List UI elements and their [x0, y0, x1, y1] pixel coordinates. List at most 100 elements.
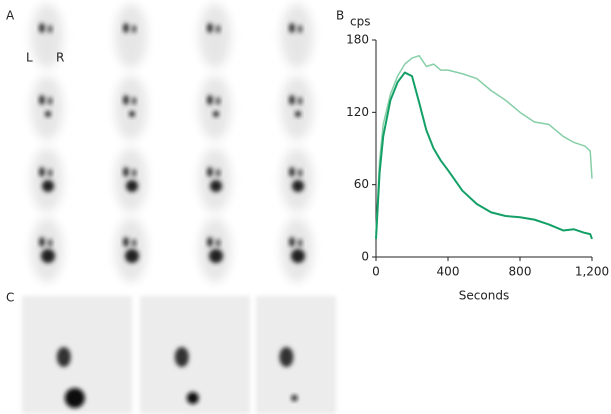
y-tick-label: 180 [346, 33, 369, 47]
kidney [47, 25, 53, 33]
scan-detail [140, 296, 250, 414]
bladder [126, 180, 138, 192]
scan-frame [281, 148, 313, 212]
body-shadow [199, 76, 231, 140]
x-tick-label: 1,200 [575, 265, 609, 279]
y-tick-label: 0 [361, 250, 369, 264]
body-shadow [281, 76, 313, 140]
bladder [209, 249, 223, 263]
scan-detail [22, 296, 132, 414]
kidney [207, 95, 213, 105]
kidney [47, 169, 53, 177]
kidney [131, 97, 137, 105]
bladder [64, 388, 85, 408]
panel-label: A [6, 9, 15, 23]
kidney [207, 23, 213, 33]
kidney [289, 23, 295, 33]
data-line [375, 54, 593, 233]
body-shadow [31, 76, 63, 140]
kidney [39, 167, 45, 177]
kidney [215, 97, 221, 105]
kidney [289, 95, 295, 105]
x-tick-label: 0 [372, 265, 380, 279]
y-axis-label: cps [350, 15, 370, 29]
bladder [295, 111, 301, 117]
kidney [131, 239, 137, 247]
scan-frame [115, 4, 147, 68]
bladder [291, 249, 305, 263]
kidney [297, 239, 303, 247]
kidney [131, 25, 137, 33]
scan-frame [199, 76, 231, 140]
side-label: L [26, 51, 33, 65]
scan-detail [256, 296, 336, 414]
body-shadow [199, 4, 231, 68]
bladder [213, 111, 219, 117]
kidney [39, 95, 45, 105]
y-tick-label: 120 [346, 105, 369, 119]
kidney [123, 95, 129, 105]
bladder [129, 111, 135, 117]
scan-images [22, 4, 336, 414]
scan-frame [199, 148, 231, 212]
kidney [123, 237, 129, 247]
body-shadow [115, 4, 147, 68]
scan-frame [31, 4, 63, 68]
panel-label: C [6, 291, 14, 305]
bladder [291, 395, 298, 401]
kidney [297, 25, 303, 33]
panel-label: B [336, 9, 344, 23]
x-tick-label: 400 [437, 265, 460, 279]
body-shadow [281, 148, 313, 212]
scan-frame [115, 76, 147, 140]
body-shadow [199, 148, 231, 212]
scan-frame [31, 76, 63, 140]
scan-frame [199, 218, 231, 282]
scan-frame [115, 148, 147, 212]
side-label: R [56, 51, 64, 65]
scan-frame [281, 4, 313, 68]
kidney [207, 237, 213, 247]
body-shadow [281, 4, 313, 68]
kidney [47, 239, 53, 247]
body-shadow [31, 4, 63, 68]
x-axis-label: Seconds [459, 289, 509, 303]
kidney [215, 25, 221, 33]
kidney [47, 97, 53, 105]
body-shadow [31, 148, 63, 212]
kidney [297, 97, 303, 105]
kidney [131, 169, 137, 177]
kidney [39, 23, 45, 33]
scan-frame [115, 218, 147, 282]
x-tick-label: 800 [509, 265, 532, 279]
scan-frame [281, 76, 313, 140]
kidney [289, 167, 295, 177]
bladder [292, 180, 304, 192]
kidney [56, 347, 71, 367]
scan-background [256, 296, 336, 414]
data-line [375, 71, 593, 240]
kidney [123, 167, 129, 177]
scan-frame [31, 218, 63, 282]
kidney [215, 239, 221, 247]
kidney [215, 169, 221, 177]
kidney [297, 169, 303, 177]
y-tick-label: 60 [354, 177, 369, 191]
kidney [174, 347, 189, 367]
bladder [125, 249, 139, 263]
body-shadow [115, 76, 147, 140]
body-shadow [115, 148, 147, 212]
scan-frame [31, 148, 63, 212]
bladder [45, 111, 51, 117]
bladder [186, 392, 199, 404]
kidney [279, 347, 294, 367]
bladder [42, 180, 54, 192]
kidney [123, 23, 129, 33]
scan-frame [281, 218, 313, 282]
bladder [41, 249, 55, 263]
bladder [210, 180, 222, 192]
kidney [207, 167, 213, 177]
kidney [39, 237, 45, 247]
kidney [289, 237, 295, 247]
